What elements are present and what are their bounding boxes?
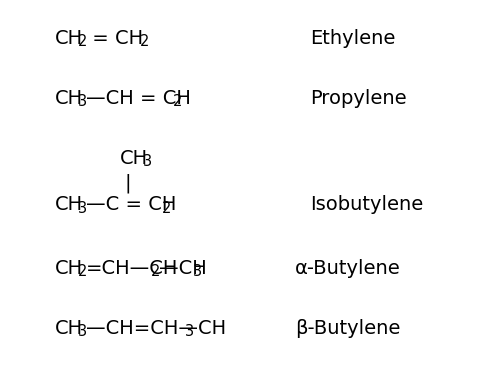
Text: = CH: = CH <box>86 28 143 47</box>
Text: CH: CH <box>55 318 83 337</box>
Text: CH: CH <box>55 88 83 107</box>
Text: CH: CH <box>55 258 83 277</box>
Text: β-Butylene: β-Butylene <box>294 318 399 337</box>
Text: CH: CH <box>55 28 83 47</box>
Text: —CH: —CH <box>159 258 206 277</box>
Text: Ethylene: Ethylene <box>309 28 395 47</box>
Text: Isobutylene: Isobutylene <box>309 195 422 215</box>
Text: α-Butylene: α-Butylene <box>294 258 400 277</box>
Text: 2: 2 <box>173 93 182 109</box>
Text: 2: 2 <box>139 33 148 49</box>
Text: 2: 2 <box>77 263 87 279</box>
Text: 2: 2 <box>162 201 171 216</box>
Text: CH: CH <box>120 149 148 167</box>
Text: CH: CH <box>55 195 83 215</box>
Text: 3: 3 <box>184 323 193 339</box>
Text: —C = CH: —C = CH <box>86 195 176 215</box>
Text: |: | <box>125 173 132 193</box>
Text: 3: 3 <box>142 153 151 169</box>
Text: Propylene: Propylene <box>309 88 406 107</box>
Text: 3: 3 <box>77 93 86 109</box>
Text: 3: 3 <box>192 263 202 279</box>
Text: —CH=CH—CH: —CH=CH—CH <box>86 318 226 337</box>
Text: =CH—CH: =CH—CH <box>86 258 178 277</box>
Text: 2: 2 <box>77 33 87 49</box>
Text: —CH = CH: —CH = CH <box>86 88 191 107</box>
Text: 2: 2 <box>150 263 160 279</box>
Text: 3: 3 <box>77 323 86 339</box>
Text: 3: 3 <box>77 201 86 216</box>
